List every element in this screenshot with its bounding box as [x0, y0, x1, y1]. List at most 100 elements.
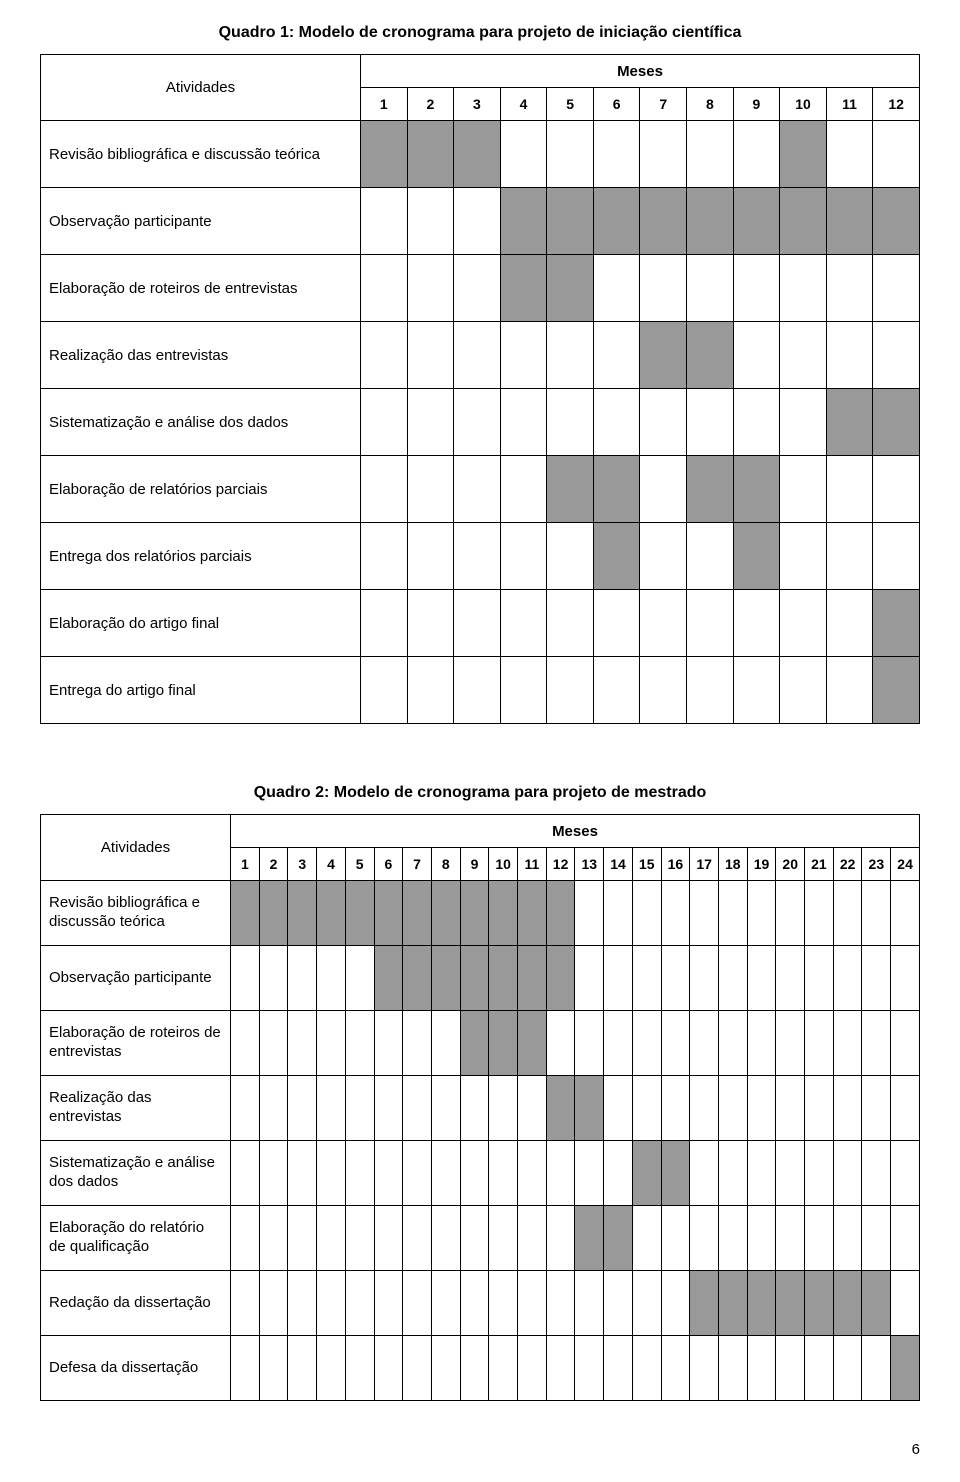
- month-number: 9: [733, 88, 780, 121]
- gantt-cell: [575, 1336, 604, 1401]
- gantt-cell: [374, 881, 403, 946]
- gantt-cell: [747, 1336, 776, 1401]
- gantt-cell: [288, 1271, 317, 1336]
- months-header: Meses: [231, 815, 920, 848]
- gantt-cell: [575, 946, 604, 1011]
- quadro1-table: AtividadesMeses123456789101112 Revisão b…: [40, 54, 920, 724]
- gantt-cell: [403, 1011, 432, 1076]
- gantt-cell: [733, 523, 780, 590]
- gantt-cell: [518, 1076, 547, 1141]
- gantt-cell: [259, 1336, 288, 1401]
- gantt-cell: [317, 1141, 346, 1206]
- gantt-cell: [500, 121, 547, 188]
- quadro2-title: Quadro 2: Modelo de cronograma para proj…: [40, 784, 920, 802]
- activity-label: Elaboração do relatório de qualificação: [41, 1206, 231, 1271]
- gantt-cell: [690, 1336, 719, 1401]
- activity-label: Redação da dissertação: [41, 1271, 231, 1336]
- quadro2-table: AtividadesMeses1234567891011121314151617…: [40, 814, 920, 1401]
- gantt-cell: [403, 1206, 432, 1271]
- gantt-cell: [546, 946, 575, 1011]
- gantt-cell: [687, 255, 734, 322]
- gantt-cell: [361, 389, 408, 456]
- gantt-cell: [891, 946, 920, 1011]
- gantt-cell: [640, 255, 687, 322]
- gantt-cell: [687, 657, 734, 724]
- activity-label: Revisão bibliográfica e discussão teóric…: [41, 881, 231, 946]
- gantt-cell: [640, 188, 687, 255]
- gantt-cell: [604, 1076, 633, 1141]
- gantt-cell: [873, 523, 920, 590]
- gantt-cell: [862, 1076, 891, 1141]
- gantt-cell: [361, 322, 408, 389]
- gantt-cell: [546, 1076, 575, 1141]
- gantt-cell: [776, 1076, 805, 1141]
- gantt-cell: [259, 1141, 288, 1206]
- gantt-cell: [687, 322, 734, 389]
- gantt-cell: [374, 946, 403, 1011]
- gantt-cell: [747, 1076, 776, 1141]
- month-number: 22: [833, 848, 862, 881]
- gantt-cell: [661, 946, 690, 1011]
- months-header: Meses: [361, 55, 920, 88]
- table-row: Sistematização e análise dos dados: [41, 1141, 920, 1206]
- gantt-cell: [361, 523, 408, 590]
- activity-label: Observação participante: [41, 946, 231, 1011]
- gantt-cell: [862, 881, 891, 946]
- gantt-cell: [593, 523, 640, 590]
- table-row: Entrega dos relatórios parciais: [41, 523, 920, 590]
- gantt-cell: [747, 1011, 776, 1076]
- gantt-cell: [690, 1206, 719, 1271]
- gantt-cell: [454, 255, 501, 322]
- gantt-cell: [891, 1206, 920, 1271]
- gantt-cell: [873, 322, 920, 389]
- quadro1-title: Quadro 1: Modelo de cronograma para proj…: [40, 24, 920, 42]
- gantt-cell: [489, 881, 518, 946]
- gantt-cell: [547, 188, 594, 255]
- month-number: 4: [500, 88, 547, 121]
- gantt-cell: [776, 1011, 805, 1076]
- month-number: 6: [593, 88, 640, 121]
- table-row: Revisão bibliográfica e discussão teóric…: [41, 121, 920, 188]
- gantt-cell: [632, 1271, 661, 1336]
- gantt-cell: [460, 1011, 489, 1076]
- gantt-cell: [733, 456, 780, 523]
- gantt-cell: [780, 523, 827, 590]
- gantt-cell: [231, 946, 260, 1011]
- gantt-cell: [547, 456, 594, 523]
- gantt-cell: [374, 1011, 403, 1076]
- gantt-cell: [345, 1141, 374, 1206]
- gantt-cell: [575, 1206, 604, 1271]
- activity-label: Realização das entrevistas: [41, 1076, 231, 1141]
- table-row: Redação da dissertação: [41, 1271, 920, 1336]
- gantt-cell: [780, 121, 827, 188]
- gantt-cell: [604, 1141, 633, 1206]
- activity-label: Sistematização e análise dos dados: [41, 1141, 231, 1206]
- gantt-cell: [805, 1141, 834, 1206]
- table-row: Elaboração de roteiros de entrevistas: [41, 1011, 920, 1076]
- gantt-cell: [431, 1011, 460, 1076]
- gantt-cell: [500, 523, 547, 590]
- gantt-cell: [733, 590, 780, 657]
- gantt-cell: [489, 1271, 518, 1336]
- gantt-cell: [345, 881, 374, 946]
- gantt-cell: [489, 1336, 518, 1401]
- activity-label: Sistematização e análise dos dados: [41, 389, 361, 456]
- month-number: 9: [460, 848, 489, 881]
- gantt-cell: [500, 389, 547, 456]
- gantt-cell: [460, 1206, 489, 1271]
- gantt-cell: [259, 1271, 288, 1336]
- gantt-cell: [780, 456, 827, 523]
- gantt-cell: [718, 1271, 747, 1336]
- gantt-cell: [288, 946, 317, 1011]
- gantt-cell: [374, 1206, 403, 1271]
- month-number: 19: [747, 848, 776, 881]
- gantt-cell: [431, 946, 460, 1011]
- gantt-cell: [547, 590, 594, 657]
- month-number: 8: [687, 88, 734, 121]
- gantt-cell: [407, 322, 454, 389]
- gantt-cell: [604, 881, 633, 946]
- gantt-cell: [733, 389, 780, 456]
- gantt-cell: [747, 1206, 776, 1271]
- gantt-cell: [288, 1011, 317, 1076]
- gantt-cell: [489, 946, 518, 1011]
